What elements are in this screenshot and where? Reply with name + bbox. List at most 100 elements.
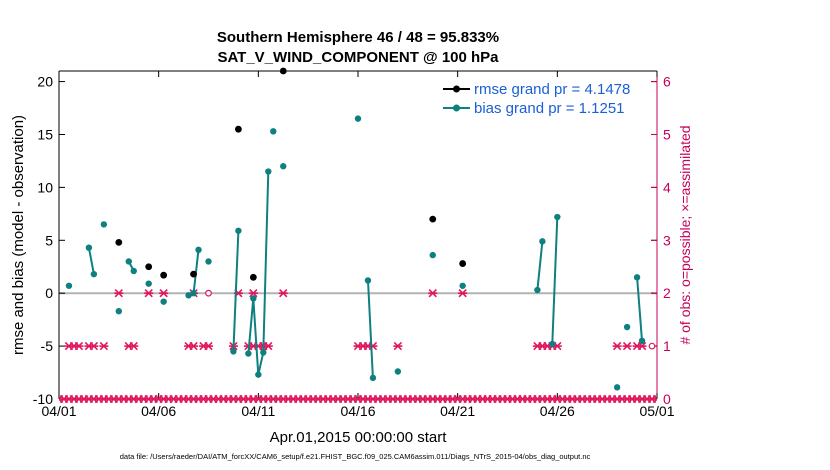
x-tick-label: 04/01 bbox=[41, 403, 76, 419]
y-tick-label-right: 0 bbox=[663, 391, 671, 407]
rmse-point bbox=[190, 270, 197, 278]
bias-line bbox=[232, 230, 240, 352]
x-tick-label: 04/26 bbox=[540, 403, 575, 419]
obs-assimilated-stroke bbox=[652, 397, 657, 403]
obs-assimilated-marker bbox=[129, 341, 139, 351]
obs-assimilated-marker bbox=[458, 289, 468, 298]
rmse-point bbox=[249, 273, 257, 281]
bias-point bbox=[160, 298, 167, 305]
bias-point bbox=[130, 267, 137, 275]
bias-point bbox=[280, 163, 287, 170]
obs-assimilated-marker bbox=[99, 341, 109, 351]
bias-point bbox=[265, 168, 272, 175]
bias-point bbox=[195, 246, 202, 254]
plot-marks bbox=[59, 67, 657, 403]
y-axis-label-right: # of obs: o=possible; ×=assimilated bbox=[677, 125, 693, 344]
obs-assimilated-marker bbox=[144, 289, 154, 298]
bias-line bbox=[367, 280, 374, 378]
legend-rmse-marker bbox=[453, 85, 460, 93]
bias-line bbox=[636, 277, 643, 341]
obs-assimilated-marker bbox=[89, 341, 99, 351]
bias-line bbox=[551, 216, 559, 345]
legend-bias-marker bbox=[453, 104, 460, 112]
bias-point bbox=[539, 238, 546, 245]
bias-point bbox=[85, 244, 93, 251]
bias-point bbox=[100, 221, 108, 228]
bias-point bbox=[549, 340, 556, 348]
bias-point bbox=[394, 368, 402, 375]
x-tick-label: 04/11 bbox=[241, 403, 275, 419]
obs-assimilated-marker bbox=[263, 341, 273, 351]
x-tick-label: 04/06 bbox=[141, 403, 176, 419]
y-tick-label: -10 bbox=[33, 391, 53, 407]
obs-possible-marker bbox=[648, 342, 656, 350]
obs-assimilated-marker bbox=[278, 289, 288, 298]
legend-bias-label: bias grand pr = 1.1251 bbox=[474, 100, 625, 117]
y-tick-label-right: 5 bbox=[663, 126, 671, 142]
y-tick-label: 5 bbox=[45, 232, 53, 248]
obs-assimilated-marker bbox=[114, 289, 124, 298]
plot-area: -10 -5 0 5 10 15 20 0 1 2 3 4 5 6 04/01 04/06 04/11 04/16… bbox=[33, 67, 675, 419]
chart-title: Southern Hemisphere 46 / 48 = 95.833% bbox=[217, 29, 499, 46]
chart-subtitle: SAT_V_WIND_COMPONENT @ 100 hPa bbox=[217, 49, 499, 66]
legend: rmse grand pr = 4.1478 bias grand pr = 1… bbox=[443, 81, 630, 117]
x-tick-label: 05/01 bbox=[639, 403, 674, 419]
x-axis-label: Apr.01,2015 00:00:00 start bbox=[270, 429, 448, 446]
obs-assimilated-stroke bbox=[652, 394, 657, 401]
legend-rmse-label: rmse grand pr = 4.1478 bbox=[474, 81, 630, 98]
bias-point bbox=[369, 374, 377, 382]
obs-assimilated-marker bbox=[159, 289, 169, 298]
obs-assimilated-marker bbox=[248, 289, 258, 298]
rmse-point bbox=[115, 239, 123, 246]
bias-point bbox=[235, 227, 242, 234]
bias-point bbox=[205, 258, 212, 265]
rmse-point bbox=[160, 271, 168, 279]
rmse-point bbox=[429, 215, 437, 223]
bias-point bbox=[354, 115, 362, 122]
y-tick-label: 0 bbox=[45, 285, 53, 301]
y-tick-label: -5 bbox=[41, 338, 54, 354]
bias-point bbox=[260, 349, 267, 356]
bias-point bbox=[230, 348, 237, 355]
bias-point bbox=[190, 289, 197, 297]
y-tick-label-right: 1 bbox=[663, 338, 671, 354]
bias-point bbox=[245, 350, 252, 357]
bias-point bbox=[623, 323, 631, 331]
bias-point bbox=[65, 282, 73, 289]
bias-point bbox=[534, 286, 541, 294]
bias-point bbox=[638, 337, 646, 345]
y-tick-label-right: 4 bbox=[663, 179, 671, 195]
bias-point bbox=[125, 258, 132, 265]
bias-point bbox=[270, 128, 277, 135]
y-tick-label: 10 bbox=[37, 179, 53, 195]
rmse-point bbox=[459, 260, 467, 267]
bias-line bbox=[536, 241, 544, 291]
obs-assimilated-marker bbox=[428, 289, 438, 298]
rmse-point bbox=[235, 125, 242, 133]
bias-line bbox=[87, 247, 95, 275]
y-tick-label-right: 6 bbox=[663, 74, 671, 90]
bias-point bbox=[90, 270, 98, 278]
x-tick-label: 04/16 bbox=[340, 403, 375, 419]
rmse-point bbox=[279, 67, 287, 75]
obs-assimilated-marker bbox=[204, 341, 213, 351]
bias-point bbox=[459, 282, 466, 289]
obs-assimilated-marker bbox=[368, 341, 378, 351]
bias-point bbox=[554, 213, 561, 221]
bias-point bbox=[115, 307, 123, 315]
bias-point bbox=[145, 280, 152, 287]
obs-assimilated-marker bbox=[74, 341, 84, 351]
obs-assimilated-marker bbox=[637, 341, 647, 351]
obs-assimilated-marker bbox=[622, 341, 632, 351]
data-file-footer: data file: /Users/raeder/DAI/ATM_forcXX/… bbox=[120, 452, 591, 461]
obs-possible-marker bbox=[205, 289, 212, 297]
bias-point bbox=[429, 251, 436, 259]
bias-point bbox=[255, 371, 262, 378]
obs-assimilated-marker bbox=[612, 341, 622, 351]
bias-point bbox=[633, 274, 641, 281]
bias-point bbox=[364, 277, 372, 284]
obs-assimilated-marker bbox=[393, 341, 403, 351]
obs-assimilated-marker bbox=[652, 394, 657, 403]
y-axis-label: rmse and bias (model - observation) bbox=[10, 115, 27, 355]
